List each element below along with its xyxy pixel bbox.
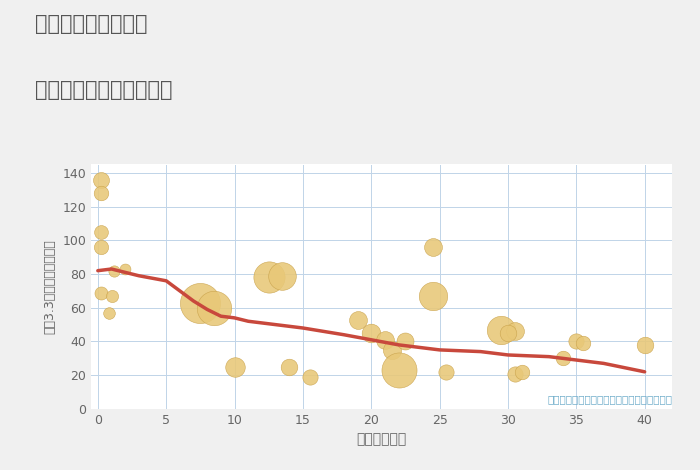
Text: 築年数別中古戸建て価格: 築年数別中古戸建て価格	[35, 80, 172, 100]
Point	[557, 354, 568, 362]
Point	[496, 326, 507, 333]
Point	[516, 368, 527, 376]
Point	[284, 363, 295, 370]
Point	[95, 189, 106, 197]
Point	[441, 368, 452, 376]
Point	[229, 363, 240, 370]
Point	[103, 309, 114, 317]
Point	[393, 367, 404, 374]
X-axis label: 築年数（年）: 築年数（年）	[356, 432, 407, 446]
Point	[95, 243, 106, 251]
Point	[95, 176, 106, 183]
Point	[386, 346, 398, 353]
Point	[304, 373, 315, 381]
Point	[209, 304, 220, 312]
Y-axis label: 坪（3.3㎡）単価（万円）: 坪（3.3㎡）単価（万円）	[43, 239, 57, 334]
Point	[108, 267, 120, 274]
Point	[509, 370, 520, 377]
Point	[276, 272, 288, 280]
Text: 兵庫県姫路市町田の: 兵庫県姫路市町田の	[35, 14, 148, 34]
Point	[509, 328, 520, 335]
Point	[365, 329, 377, 337]
Point	[570, 338, 582, 345]
Point	[95, 289, 106, 297]
Point	[578, 339, 589, 347]
Point	[379, 336, 391, 344]
Point	[195, 299, 206, 306]
Point	[106, 292, 117, 300]
Point	[95, 228, 106, 235]
Point	[503, 329, 514, 337]
Point	[427, 243, 438, 251]
Point	[352, 316, 363, 323]
Point	[639, 341, 650, 349]
Text: 円の大きさは、取引のあった物件面積を示す: 円の大きさは、取引のあった物件面積を示す	[547, 394, 672, 404]
Point	[400, 338, 411, 345]
Point	[263, 274, 274, 281]
Point	[427, 292, 438, 300]
Point	[120, 265, 131, 273]
